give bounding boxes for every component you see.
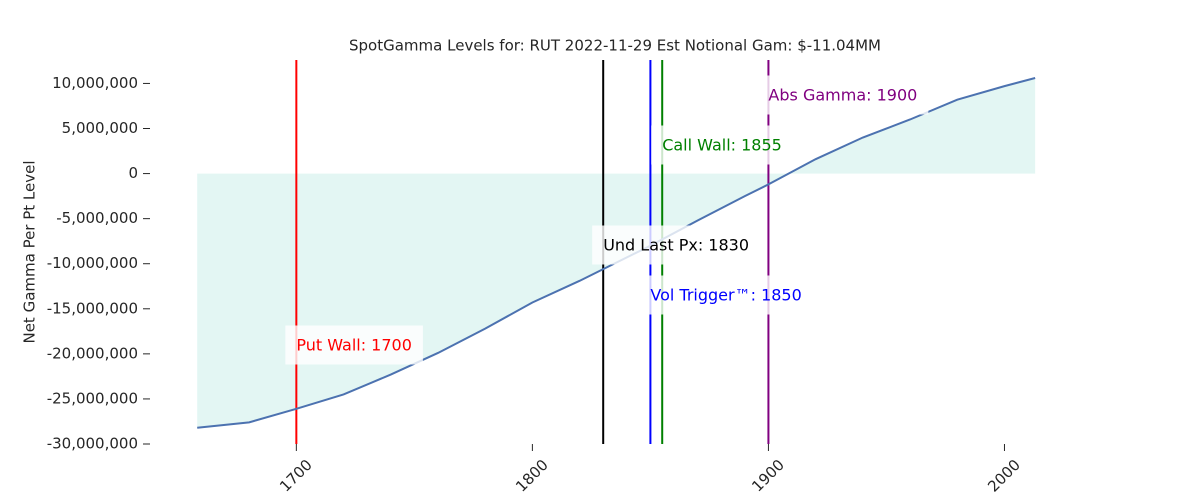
y-tick-label: -15,000,000 (47, 299, 138, 317)
x-tick-label: 2000 (984, 456, 1024, 496)
y-tick-label: 10,000,000 (52, 74, 138, 92)
level-label-box (592, 225, 761, 265)
level-label: Und Last Px: 1830 (603, 236, 749, 255)
y-tick-label: 0 (128, 164, 138, 182)
level-label: Abs Gamma: 1900 (768, 86, 917, 105)
level-label: Call Wall: 1855 (662, 136, 782, 155)
y-axis-label: Net Gamma Per Pt Level (21, 160, 39, 343)
y-tick-label: -30,000,000 (47, 435, 138, 453)
level-label-box (757, 75, 929, 115)
level-label: Put Wall: 1700 (296, 336, 412, 355)
x-tick-label: 1900 (748, 456, 788, 496)
y-tick-label: -10,000,000 (47, 254, 138, 272)
y-tick-label: -20,000,000 (47, 344, 138, 362)
level-label-box (639, 275, 813, 315)
level-label-box (651, 125, 793, 165)
y-tick-label: 5,000,000 (62, 119, 138, 137)
x-tick-label: 1700 (276, 456, 316, 496)
x-tick-label: 1800 (512, 456, 552, 496)
level-label-box (285, 325, 423, 365)
y-tick-label: -25,000,000 (47, 389, 138, 407)
y-tick-label: -5,000,000 (56, 209, 138, 227)
level-label: Vol Trigger™: 1850 (650, 286, 801, 305)
chart-title: SpotGamma Levels for: RUT 2022-11-29 Est… (349, 37, 881, 55)
